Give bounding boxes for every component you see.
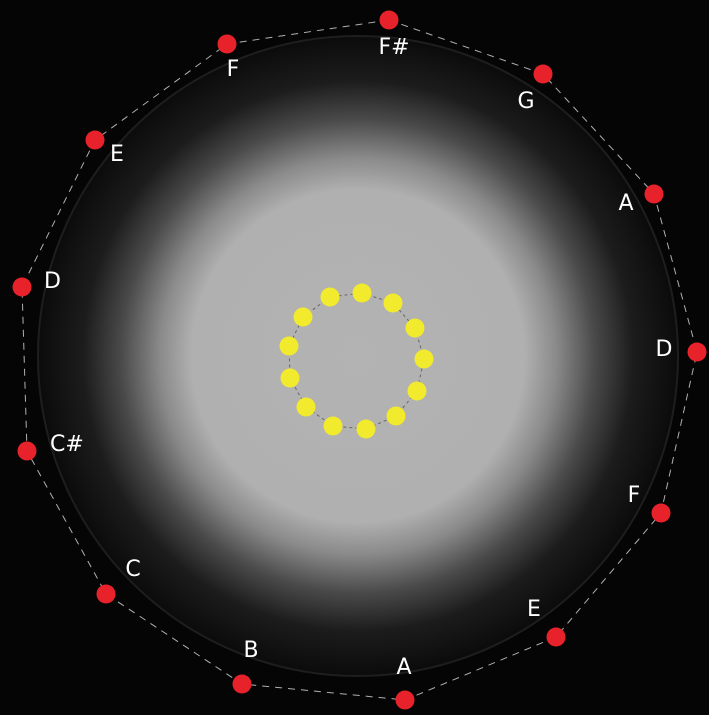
outer-note-dot: [232, 674, 252, 694]
inner-dot: [356, 419, 376, 439]
inner-dot: [383, 293, 403, 313]
inner-dot: [323, 416, 343, 436]
outer-note-label: A: [618, 191, 633, 216]
inner-dot: [407, 381, 427, 401]
outer-note-label: B: [243, 638, 258, 663]
outer-note-label: E: [527, 597, 541, 622]
inner-dot: [320, 287, 340, 307]
outer-note-label: G: [517, 89, 534, 114]
outer-note-label: C#: [50, 432, 84, 457]
outer-note-label: D: [44, 269, 61, 294]
outer-note-label: F: [628, 483, 641, 508]
outer-note-dot: [651, 503, 671, 523]
outer-note-label: E: [110, 142, 124, 167]
inner-dot: [405, 318, 425, 338]
outer-note-label: A: [396, 655, 411, 680]
outer-dashed-path: [21, 19, 698, 701]
outer-halo-disk: [37, 35, 679, 677]
outer-note-dot: [644, 184, 664, 204]
inner-dot: [280, 368, 300, 388]
outer-note-label: D: [656, 337, 673, 362]
outer-note-dot: [85, 130, 105, 150]
inner-dot: [352, 283, 372, 303]
outer-note-dot: [12, 277, 32, 297]
outer-note-dot: [379, 10, 399, 30]
outer-note-dot: [546, 627, 566, 647]
outer-note-label: C: [125, 557, 140, 582]
outer-note-label: F: [227, 57, 240, 82]
outer-note-label: F#: [378, 35, 409, 60]
inner-dot: [293, 307, 313, 327]
outer-note-dot: [687, 342, 707, 362]
inner-dot: [279, 336, 299, 356]
inner-dot: [296, 397, 316, 417]
outer-note-dot: [395, 690, 415, 710]
outer-note-dot: [17, 441, 37, 461]
inner-dot: [414, 349, 434, 369]
inner-dot: [386, 406, 406, 426]
outer-note-dot: [217, 34, 237, 54]
outer-note-dot: [533, 64, 553, 84]
outer-note-dot: [96, 584, 116, 604]
